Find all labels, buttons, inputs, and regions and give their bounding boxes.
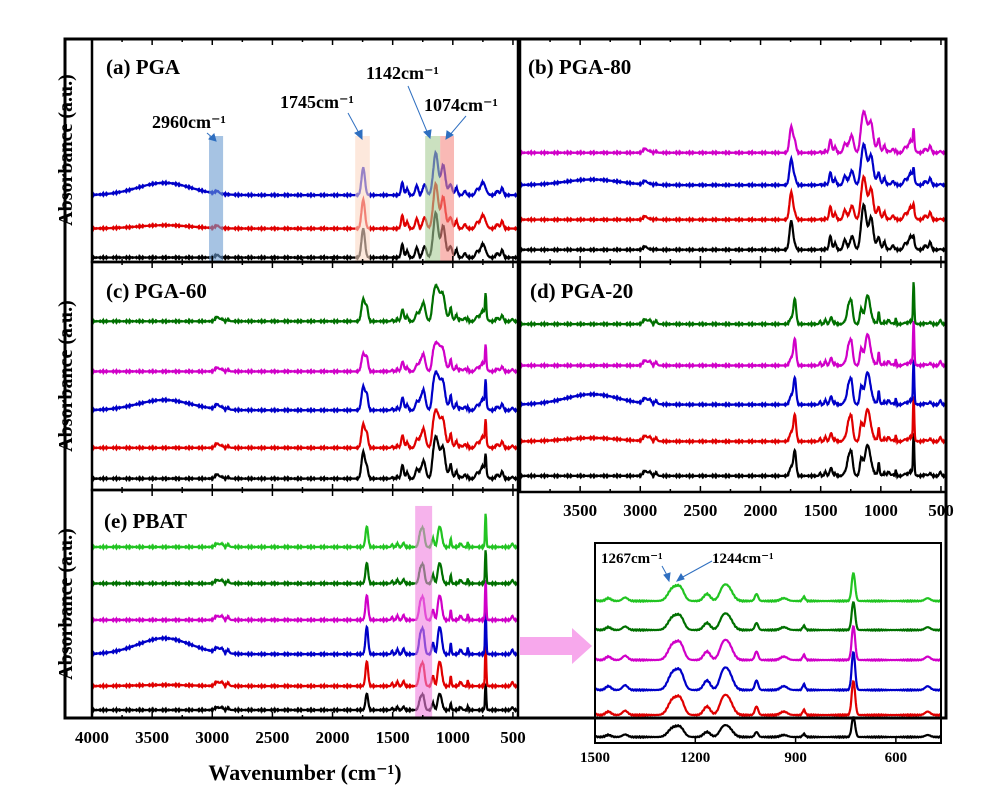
inset-series-5 xyxy=(594,601,942,633)
panel-label-d: (d) PGA-20 xyxy=(530,279,633,303)
y-axis-label-c: Absorbance (a.u.) xyxy=(55,300,77,452)
inset-series-4 xyxy=(594,624,942,663)
x-tick-label: 2000 xyxy=(316,728,350,747)
inset-x-tick-label: 1200 xyxy=(680,750,710,766)
x-tick-label: 2500 xyxy=(683,501,717,520)
x-tick-label: 2000 xyxy=(744,501,778,520)
x-tick-label: 2500 xyxy=(255,728,289,747)
x-tick-label: 3000 xyxy=(623,501,657,520)
panel-d-series-4 xyxy=(519,320,947,370)
panel-b-series-2 xyxy=(519,173,947,224)
x-tick-label: 1500 xyxy=(804,501,838,520)
panel-frames xyxy=(63,37,948,720)
annotation-arrows xyxy=(206,85,467,142)
inset-pointer-arrow xyxy=(520,628,592,664)
highlight-bands xyxy=(209,136,455,718)
spectra-layer xyxy=(91,109,947,715)
inset-annotation-1244: 1244cm⁻¹ xyxy=(712,551,774,567)
inset-annotation-1267: 1267cm⁻¹ xyxy=(601,551,663,567)
inset-spectra xyxy=(594,572,942,740)
panel-e-series-5 xyxy=(91,550,519,588)
x-tick-label: 500 xyxy=(928,501,954,520)
panel-label-e: (e) PBAT xyxy=(104,509,187,533)
annotation-1074: 1074cm⁻¹ xyxy=(424,95,498,115)
panel-e-series-1 xyxy=(91,683,519,715)
panel-label-a: (a) PGA xyxy=(106,55,181,79)
annotation-1142: 1142cm⁻¹ xyxy=(366,63,439,83)
inset-series-6 xyxy=(594,572,942,604)
panel-label-c: (c) PGA-60 xyxy=(106,279,207,303)
panel-c-series-4 xyxy=(91,339,519,376)
x-tick-label: 1000 xyxy=(436,728,470,747)
inset-series-1 xyxy=(594,716,942,740)
axis-ticks: 3500 3000 2500 2000 1500 1000 500 4000 3500 3000 2… xyxy=(75,39,954,747)
panel-e-series-4 xyxy=(91,579,519,625)
x-tick-label: 1500 xyxy=(376,728,410,747)
panel-e-series-2 xyxy=(91,646,519,691)
highlight-band-a-3 xyxy=(425,136,441,262)
panel-e-series-3 xyxy=(91,609,519,659)
y-axis-label-e: Absorbance (a.u.) xyxy=(55,528,77,680)
x-tick-label: 1000 xyxy=(864,501,898,520)
panel-b-series-4 xyxy=(519,109,947,157)
panel-d-series-2 xyxy=(519,396,947,446)
panel-b-series-1 xyxy=(519,201,947,254)
panel-e-series-6 xyxy=(91,513,519,552)
inset-ticks: 1500 1200 900 600 xyxy=(580,737,907,766)
figure-frame xyxy=(63,37,948,720)
panel-d-series-3 xyxy=(519,359,947,409)
panel-label-b: (b) PGA-80 xyxy=(528,55,631,79)
inset-series-3 xyxy=(594,650,942,693)
y-axis-label-a: Absorbance (a.u.) xyxy=(55,74,77,226)
x-axis-label: Wavenumber (cm⁻¹) xyxy=(208,760,401,785)
panel-d-series-1 xyxy=(519,433,947,480)
annotation-1745: 1745cm⁻¹ xyxy=(280,92,354,112)
highlight-band-a-4 xyxy=(440,136,455,262)
highlight-band-a-2 xyxy=(355,136,370,262)
panel-d-series-5 xyxy=(519,282,947,329)
highlight-band-a-1 xyxy=(209,136,224,262)
annotation-2960: 2960cm⁻¹ xyxy=(152,112,226,132)
inset-series-2 xyxy=(594,679,942,718)
panel-c-series-5 xyxy=(91,283,519,326)
panel-b-series-3 xyxy=(519,141,947,190)
inset-x-tick-label: 1500 xyxy=(580,750,610,766)
panel-c-series-1 xyxy=(91,434,519,483)
inset-frame xyxy=(594,542,942,744)
inset-x-tick-label: 600 xyxy=(885,750,908,766)
inset-x-tick-label: 900 xyxy=(784,750,807,766)
x-tick-label: 3000 xyxy=(195,728,229,747)
x-tick-label: 3500 xyxy=(135,728,169,747)
x-tick-label: 4000 xyxy=(75,728,109,747)
highlight-band-e-1 xyxy=(415,505,433,718)
x-tick-label: 3500 xyxy=(563,501,597,520)
panel-c-series-2 xyxy=(91,407,519,452)
x-tick-label: 500 xyxy=(500,728,526,747)
panel-c-series-3 xyxy=(91,369,519,415)
inset-annotation-arrows xyxy=(661,560,713,583)
